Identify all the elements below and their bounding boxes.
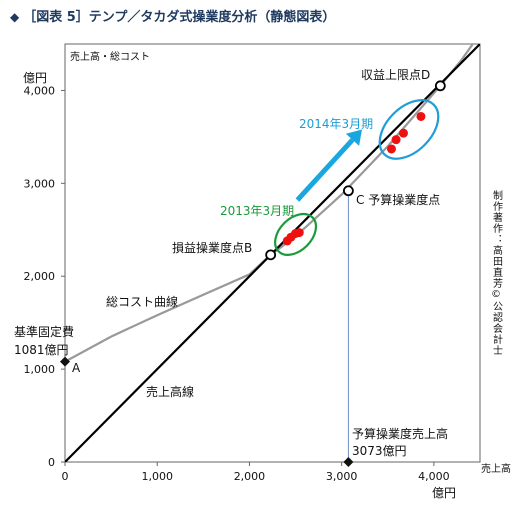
- x-axis-title: 売上高: [481, 462, 511, 475]
- y-tick-label: 3,000: [24, 177, 56, 190]
- period-ellipse: [274, 212, 318, 256]
- budget-sales-label: 予算操業度売上高: [352, 426, 448, 441]
- y-tick-label: 0: [48, 456, 55, 469]
- y-unit-label: 億円: [23, 71, 47, 85]
- fixed-cost-value: 1081億円: [14, 343, 69, 357]
- upper-limit-label: 収益上限点D: [361, 68, 430, 82]
- diamond-bullet-icon: ◆: [10, 10, 20, 24]
- data-point: [398, 128, 408, 138]
- fixed-cost-label: 基準固定費: [14, 324, 74, 339]
- x-tick-label: 3,000: [326, 470, 358, 483]
- trend-arrow-shaft: [295, 138, 355, 202]
- data-point: [416, 111, 426, 121]
- budget-sales-value: 3073億円: [352, 444, 407, 458]
- budget-point-label: C 予算操業度点: [356, 192, 440, 207]
- x-tick-label: 1,000: [141, 470, 173, 483]
- key-point-marker: [265, 249, 277, 261]
- period-ellipse: [378, 99, 440, 160]
- x-tick-label: 2,000: [234, 470, 266, 483]
- key-point-diamond: [343, 457, 354, 467]
- y-tick-label: 1,000: [24, 363, 56, 376]
- key-point-marker: [342, 185, 354, 197]
- point-a-letter: A: [72, 361, 81, 375]
- x-tick-label: 0: [62, 470, 69, 483]
- copyright-text: 制作著作：高田直芳©公認会計士: [491, 189, 503, 356]
- y-tick-label: 2,000: [24, 270, 56, 283]
- y-axis-title: 売上高・総コスト: [70, 50, 150, 63]
- chart-title-text: ［図表 5］テンプ／タカダ式操業度分析（静態図表）: [23, 10, 336, 25]
- x-tick-label: 4,000: [418, 470, 450, 483]
- period-2013-label: 2013年3月期: [220, 204, 294, 218]
- cost-curve-label: 総コスト曲線: [106, 294, 178, 309]
- sales-line-label: 売上高線: [146, 384, 194, 399]
- period-2014-label: 2014年3月期: [299, 117, 373, 131]
- x-unit-label: 億円: [432, 486, 456, 500]
- trend-arrow-head: [345, 129, 362, 146]
- data-point: [391, 135, 401, 145]
- data-point: [294, 228, 304, 238]
- data-point: [386, 144, 396, 154]
- chart-title: ◆ ［図表 5］テンプ／タカダ式操業度分析（静態図表）: [10, 6, 335, 25]
- y-tick-label: 4,000: [24, 84, 56, 97]
- plot-frame: [64, 43, 481, 463]
- key-point-marker: [434, 80, 446, 92]
- break-even-label: 損益操業度点B: [172, 240, 252, 255]
- key-point-diamond: [60, 356, 70, 367]
